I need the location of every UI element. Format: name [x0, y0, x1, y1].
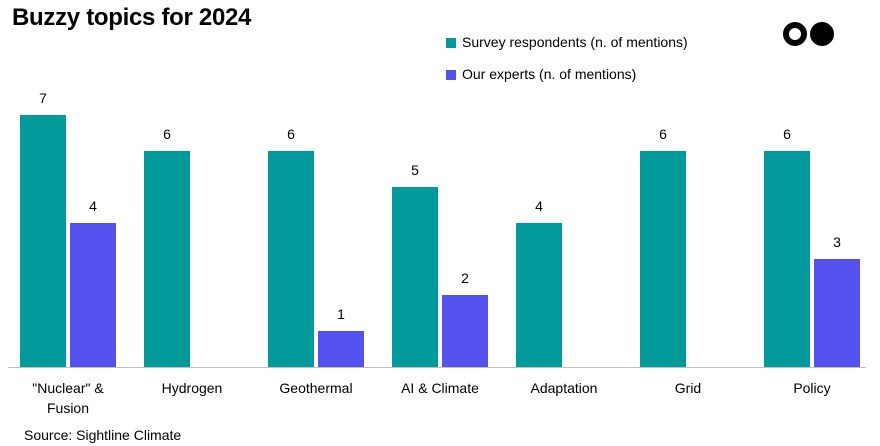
bar-survey [144, 151, 190, 367]
category-label: Policy [793, 380, 830, 396]
category-label: Hydrogen [162, 380, 223, 396]
bar-experts [318, 331, 364, 367]
data-label: 4 [535, 198, 543, 214]
data-label: 1 [337, 306, 345, 322]
data-label: 4 [89, 198, 97, 214]
category-label: Fusion [47, 400, 89, 416]
data-label: 2 [461, 270, 469, 286]
legend-swatch-experts [446, 70, 456, 80]
data-label: 5 [411, 162, 419, 178]
data-label: 6 [163, 126, 171, 142]
data-label: 6 [287, 126, 295, 142]
data-label: 6 [783, 126, 791, 142]
bar-experts [70, 223, 116, 367]
legend-label-survey: Survey respondents (n. of mentions) [462, 34, 688, 50]
legend-label-experts: Our experts (n. of mentions) [462, 66, 637, 82]
bar-survey [392, 187, 438, 367]
category-label: Grid [675, 380, 701, 396]
data-label: 3 [833, 234, 841, 250]
data-label: 7 [39, 90, 47, 106]
data-label: 6 [659, 126, 667, 142]
bar-experts [814, 259, 860, 367]
bar-survey [516, 223, 562, 367]
category-label: AI & Climate [401, 380, 479, 396]
category-label: Geothermal [279, 380, 352, 396]
bar-survey [640, 151, 686, 367]
category-label: "Nuclear" & [32, 380, 104, 396]
category-label: Adaptation [531, 380, 598, 396]
chart-title: Buzzy topics for 2024 [12, 4, 252, 31]
bar-survey [20, 115, 66, 367]
source-note: Source: Sightline Climate [24, 427, 182, 443]
brand-logo-icon [783, 22, 834, 46]
bar-survey [268, 151, 314, 367]
bar-survey [764, 151, 810, 367]
bar-experts [442, 295, 488, 367]
legend-swatch-survey [446, 38, 456, 48]
